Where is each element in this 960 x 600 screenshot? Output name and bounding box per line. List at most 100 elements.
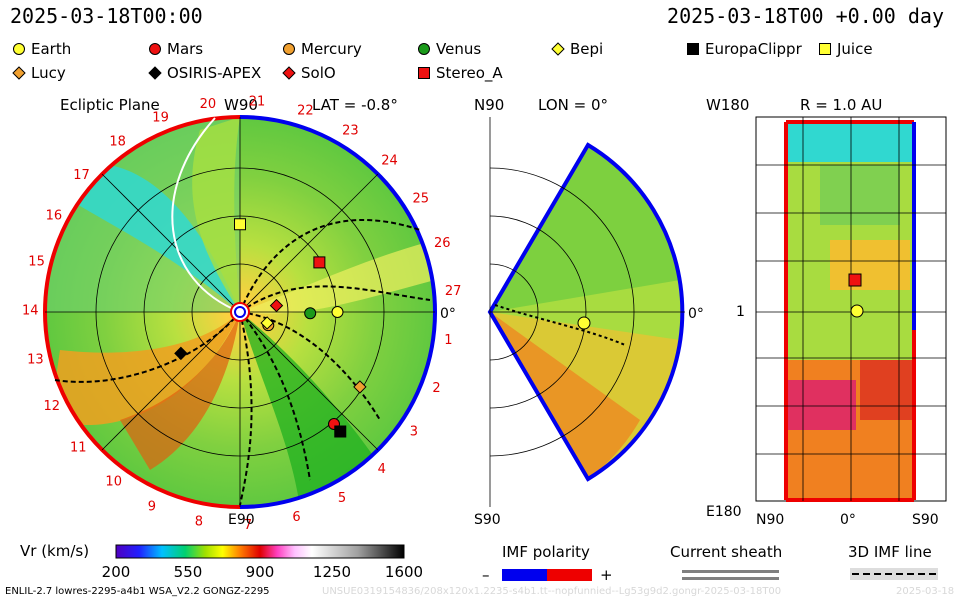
time-label-left: 2025-03-18T00:00 <box>10 4 203 28</box>
colorbar-tick-label: 200 <box>102 563 131 581</box>
legend-marker-icon <box>418 43 430 55</box>
imf-minus-swatch <box>502 569 547 581</box>
legend-item-stereo-a: Stereo_A <box>417 64 503 82</box>
legend-marker-icon <box>12 66 26 80</box>
footer-model: ENLIL-2.7 lowres-2295-a4b1 WSA_V2.2 GONG… <box>5 586 270 597</box>
legend-item-osiris-apex: OSIRIS-APEX <box>148 64 261 82</box>
observer-juice <box>234 218 246 231</box>
carrington-label: 22 <box>297 104 314 119</box>
observer-lucy <box>353 380 367 394</box>
carrington-label: 24 <box>381 153 398 168</box>
colorbar-tick-label: 900 <box>246 563 275 581</box>
meridional-right-label: 0° <box>688 306 704 322</box>
colorbar <box>115 544 405 559</box>
observer-solo <box>269 298 284 313</box>
sphere-bottom-label: E180 <box>706 504 742 520</box>
footer-date: 2025-03-18 <box>896 586 955 597</box>
legend-item-venus: Venus <box>417 40 481 58</box>
colorbar-tick-label: 1600 <box>385 563 423 581</box>
ecliptic-title: Ecliptic Plane <box>60 96 160 114</box>
legend-label: Lucy <box>31 64 66 82</box>
legend-item-juice: Juice <box>818 40 873 58</box>
observer-markers <box>174 218 367 438</box>
sphere-left-label: 1 <box>736 304 745 320</box>
carrington-label: 9 <box>148 500 156 515</box>
legend-marker-icon <box>149 43 161 55</box>
carrington-label: 6 <box>292 510 300 525</box>
carrington-label: 4 <box>378 462 386 477</box>
ecliptic-bottom-label: E90 <box>228 512 255 528</box>
legend-label: EuropaClippr <box>705 40 802 58</box>
carrington-label: 23 <box>342 124 359 139</box>
legend-marker-icon <box>551 42 565 56</box>
colorbar-tick-label: 550 <box>174 563 203 581</box>
imf-minus-label: – <box>482 566 490 584</box>
carrington-label: 13 <box>27 352 44 367</box>
observer-europaclippr <box>334 425 347 438</box>
legend-label: Venus <box>436 40 482 58</box>
legend-marker-icon <box>819 43 831 55</box>
imf-polarity-title: IMF polarity <box>502 543 590 561</box>
current-sheath-swatch-2 <box>682 577 779 580</box>
carrington-label: 27 <box>445 284 462 299</box>
meridional-lon-label: LON = 0° <box>538 96 608 114</box>
carrington-label: 7 <box>244 518 252 533</box>
legend-item-lucy: Lucy <box>12 64 66 82</box>
carrington-label: 18 <box>109 134 126 149</box>
current-sheath-swatch-1 <box>682 570 779 573</box>
legend-label: Juice <box>837 40 873 58</box>
time-label-right: 2025-03-18T00 +0.00 day <box>667 4 944 28</box>
carrington-label: 14 <box>22 304 39 319</box>
legend-item-mars: Mars <box>148 40 203 58</box>
carrington-label: 17 <box>73 168 90 183</box>
colorbar-label: Vr (km/s) <box>20 542 90 560</box>
carrington-label: 15 <box>28 255 45 270</box>
legend-marker-icon <box>148 66 162 80</box>
sphere-top-label: W180 <box>706 96 750 114</box>
carrington-label: 5 <box>338 491 346 506</box>
colorbar-tick-label: 1250 <box>313 563 351 581</box>
legend-label: SolO <box>301 64 336 82</box>
legend-item-europaclippr: EuropaClippr <box>686 40 802 58</box>
carrington-label: 12 <box>43 399 60 414</box>
carrington-label: 3 <box>410 425 418 440</box>
legend-marker-icon <box>282 66 296 80</box>
meridional-top-label: N90 <box>474 96 505 114</box>
observer-stereo-a <box>313 256 326 269</box>
legend-item-bepi: Bepi <box>551 40 603 58</box>
legend-marker-icon <box>13 43 25 55</box>
legend-marker-icon <box>687 43 699 55</box>
imf-plus-label: + <box>600 566 613 584</box>
carrington-label: 26 <box>434 236 451 251</box>
legend-label: Mercury <box>301 40 362 58</box>
observer-earth <box>331 306 344 318</box>
observer-venus <box>304 307 317 320</box>
legend-item-earth: Earth <box>12 40 71 58</box>
sphere-x-label-0: N90 <box>756 512 784 528</box>
imf-line-bg <box>850 568 938 580</box>
legend-label: Stereo_A <box>436 64 503 82</box>
legend-label: OSIRIS-APEX <box>167 64 262 82</box>
carrington-label: 21 <box>249 95 266 110</box>
carrington-label: 8 <box>195 514 203 529</box>
carrington-label: 16 <box>46 209 63 224</box>
meridional-plane <box>487 117 685 507</box>
legend-item-solo: SolO <box>282 64 336 82</box>
ecliptic-top-label: W90 <box>224 96 258 114</box>
legend-label: Mars <box>167 40 204 58</box>
carrington-label: 25 <box>412 192 429 207</box>
sphere-radius-label: R = 1.0 AU <box>800 96 883 114</box>
carrington-label: 10 <box>105 475 122 490</box>
carrington-label: 2 <box>432 381 440 396</box>
legend-label: Bepi <box>570 40 604 58</box>
sphere-x-label-1: 0° <box>840 512 856 528</box>
observer-bepi <box>260 316 274 330</box>
sphere-x-label-2: S90 <box>912 512 939 528</box>
carrington-label: 11 <box>70 440 87 455</box>
legend-marker-icon <box>418 67 430 79</box>
observer-osiris-apex <box>174 346 188 361</box>
legend-item-mercury: Mercury <box>282 40 362 58</box>
carrington-label: 20 <box>200 97 217 112</box>
legend-marker-icon <box>283 43 295 55</box>
carrington-label: 19 <box>152 110 169 125</box>
